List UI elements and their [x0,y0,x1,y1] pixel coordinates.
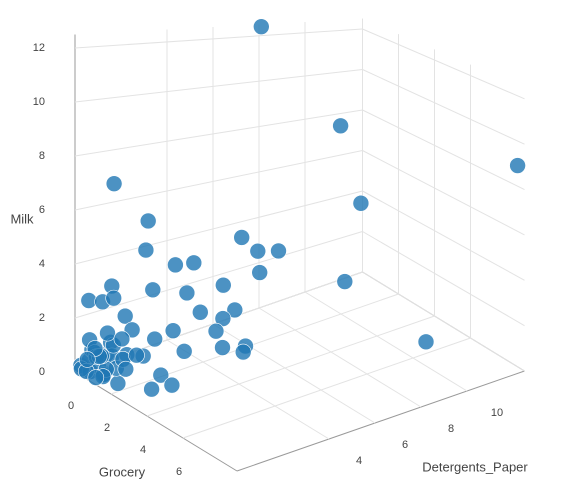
point [87,369,105,386]
point [163,376,181,394]
point [175,343,193,360]
point [109,375,127,392]
point [509,157,526,174]
y-axis-title: Detergents_Paper [422,459,528,474]
x-tick-label: 2 [104,422,110,434]
point [117,360,135,378]
tick-layer: 0 2 4 6 8 10 12 0 2 4 6 4 6 8 10 [33,42,503,478]
point [252,18,270,35]
point [352,194,370,212]
grid-line [166,339,330,440]
box-edge [236,370,525,472]
point [234,343,252,361]
grid-line [362,109,525,191]
grid-line [362,271,525,372]
point [226,301,244,319]
point [214,339,231,356]
z-tick-label: 10 [33,96,45,108]
z-tick-label: 4 [39,258,45,270]
point [152,366,170,384]
point [185,254,203,272]
z-tick-label: 2 [39,312,45,324]
z-tick-label: 12 [33,42,45,54]
point [270,242,287,260]
grid-line [362,69,525,145]
x-tick-label: 4 [140,444,146,456]
grid-line [182,337,471,439]
point [167,256,184,274]
z-tick-label: 8 [39,150,45,162]
point [336,273,354,290]
grid-line [304,291,468,392]
point [137,241,155,259]
grid-line [258,307,422,408]
grid-layer [74,18,525,472]
y-tick-label: 6 [402,439,408,451]
point [215,276,232,294]
box-edge [74,371,238,472]
grid-line [74,109,363,157]
point [332,117,349,135]
point [178,284,196,302]
grid-line [146,315,435,417]
z-axis-title: Milk [10,211,34,226]
grid-line [74,28,363,49]
grid-line [362,150,525,236]
z-tick-label: 6 [39,204,45,216]
grid-line [74,150,363,211]
point [113,330,131,348]
point-layer [72,18,526,398]
point [164,322,182,339]
point [99,324,116,342]
point [139,212,157,230]
point [128,346,145,364]
point [105,175,123,192]
point [116,307,134,325]
grid-line [212,323,376,424]
x-axis-title: Grocery [99,464,146,479]
x-tick-label: 6 [176,466,182,478]
grid-line [74,190,363,265]
point [143,380,160,398]
point [105,289,122,307]
point [144,281,162,299]
grid-line [362,190,525,281]
point [233,229,250,246]
y-tick-label: 10 [491,407,503,419]
x-tick-label: 0 [68,400,74,412]
grid-line [74,231,363,319]
y-tick-label: 8 [448,423,454,435]
grid-line [362,231,525,327]
point [417,333,435,351]
grid-line [74,69,363,103]
point [79,351,96,368]
z-tick-label: 0 [39,366,45,378]
point [249,242,267,260]
point [146,330,163,348]
point [192,303,209,321]
point [251,264,269,281]
point [207,322,225,340]
grid-line [362,28,525,100]
y-tick-label: 4 [356,455,362,467]
